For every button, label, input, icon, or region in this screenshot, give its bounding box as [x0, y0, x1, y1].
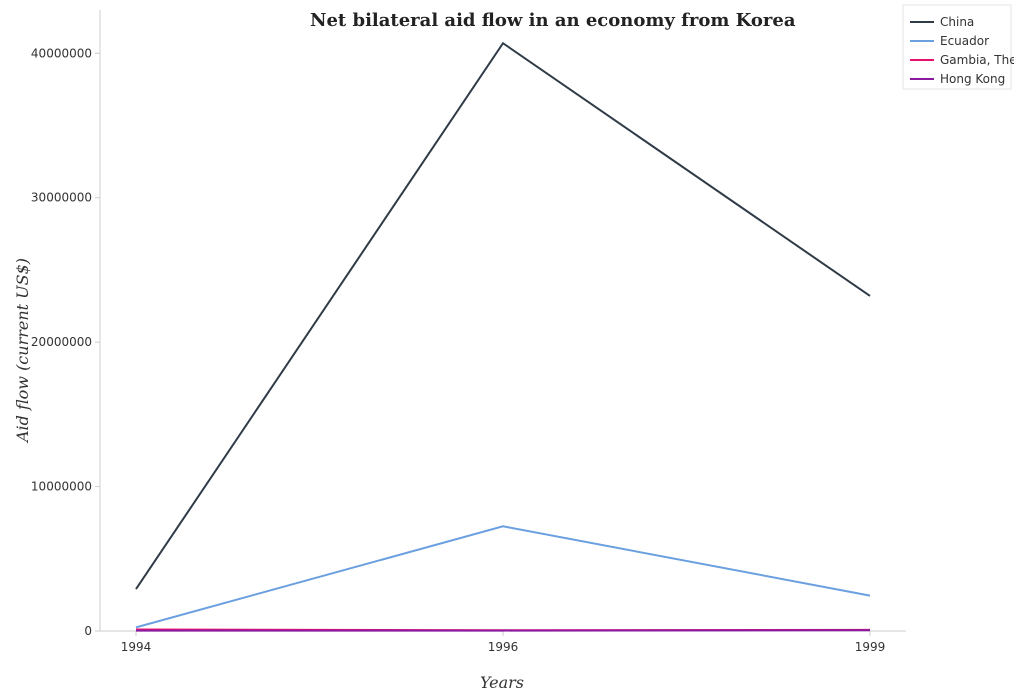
chart-title: Net bilateral aid flow in an economy fro… [310, 10, 796, 31]
legend-box [902, 4, 1012, 90]
x-tick-label: 1996 [488, 640, 519, 654]
series-line-ecuador [135, 525, 871, 629]
y-tick-label: 20000000 [31, 335, 92, 349]
y-tick-label: 40000000 [31, 46, 92, 60]
legend-label: Ecuador [940, 34, 989, 48]
x-axis-label: Years [480, 673, 524, 692]
y-ticks: 0 10000000 20000000 30000000 40000000 [31, 46, 100, 638]
y-tick-label: 30000000 [31, 191, 92, 205]
series-lines [135, 41, 871, 632]
y-axis-label: Aid flow (current US$) [13, 258, 32, 444]
x-tick-label: 1994 [121, 640, 152, 654]
x-tick-label: 1999 [855, 640, 886, 654]
legend-label: China [940, 15, 974, 29]
y-tick-label: 10000000 [31, 480, 92, 494]
legend: China Ecuador Gambia, The Hong Kong [902, 4, 1014, 90]
legend-label: Gambia, The [940, 53, 1014, 67]
legend-label: Hong Kong [940, 72, 1005, 86]
y-tick-label: 0 [84, 624, 92, 638]
x-ticks: 1994 1996 1999 [121, 631, 886, 654]
series-line-china [135, 41, 871, 590]
